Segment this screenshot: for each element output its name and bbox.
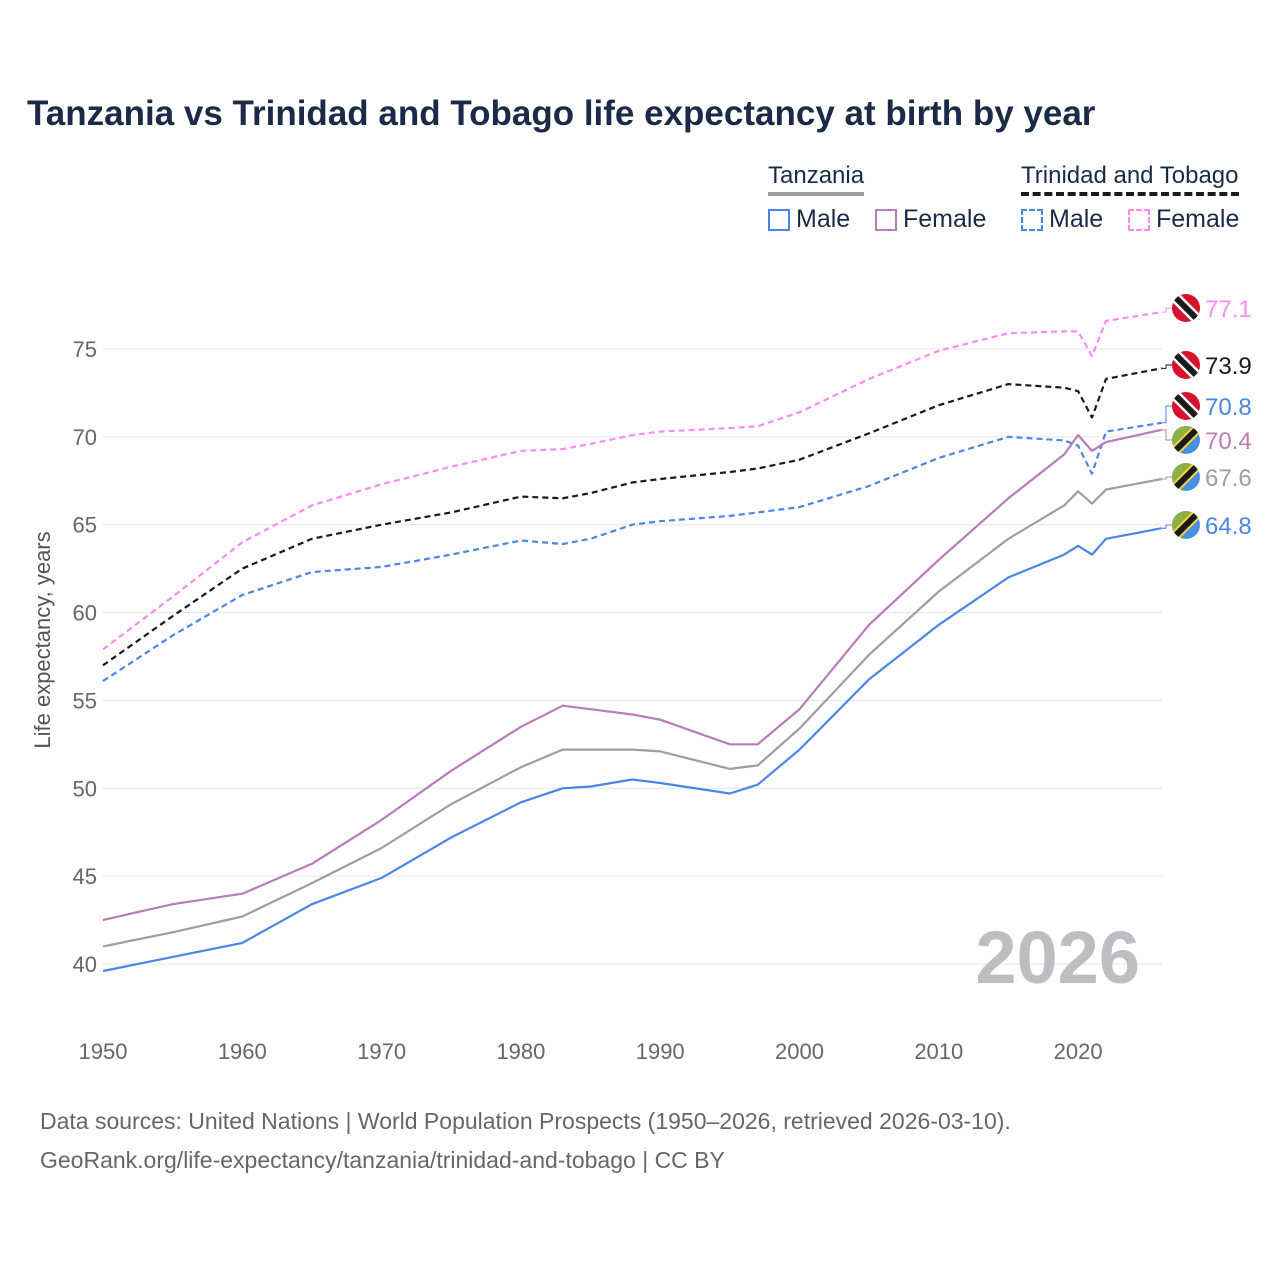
source-line-1: Data sources: United Nations | World Pop… <box>40 1108 1011 1134</box>
trinidad-flag-icon <box>1172 294 1200 322</box>
y-tick-label: 55 <box>73 688 97 713</box>
series-line-trinidad-and-tobago <box>102 367 1162 667</box>
y-tick-label: 45 <box>73 864 97 889</box>
series-line-tanzania <box>102 477 1162 948</box>
y-axis-label: Life expectancy, years <box>30 531 55 748</box>
chart-title: Tanzania vs Trinidad and Tobago life exp… <box>27 94 1096 133</box>
x-tick-label: 1970 <box>357 1039 406 1064</box>
tanzania-flag-icon <box>1172 426 1200 454</box>
label-connector <box>1162 524 1172 529</box>
legend-swatch <box>875 208 897 231</box>
label-connector <box>1162 476 1172 480</box>
y-tick-label: 60 <box>73 601 97 626</box>
end-value-label: 70.4 <box>1205 428 1252 455</box>
label-connector <box>1162 364 1172 369</box>
end-value-label: 70.8 <box>1205 394 1252 421</box>
end-value-label: 77.1 <box>1205 296 1252 323</box>
y-tick-label: 65 <box>73 513 97 538</box>
legend-trinidad-female[interactable]: Female <box>1128 205 1239 234</box>
x-tick-label: 2000 <box>775 1039 824 1064</box>
x-tick-label: 2020 <box>1054 1039 1103 1064</box>
flag-body <box>1172 351 1200 379</box>
flag-body <box>1172 426 1200 454</box>
legend-label: Female <box>903 205 987 233</box>
legend-swatch <box>1021 208 1043 231</box>
y-tick-label: 75 <box>73 337 97 362</box>
flag-body <box>1172 294 1200 322</box>
end-value-label: 64.8 <box>1205 513 1252 540</box>
x-tick-label: 2010 <box>914 1039 963 1064</box>
legend-tanzania-male[interactable]: Male <box>768 205 850 234</box>
x-tick-label: 1960 <box>218 1039 267 1064</box>
x-tick-label: 1950 <box>79 1039 128 1064</box>
source-line-2: GeoRank.org/life-expectancy/tanzania/tri… <box>40 1147 725 1173</box>
flag-body <box>1172 511 1200 539</box>
legend-label: Female <box>1156 205 1240 233</box>
flag-body <box>1172 463 1200 491</box>
year-watermark: 2026 <box>975 916 1140 999</box>
x-tick-label: 1980 <box>496 1039 545 1064</box>
series-line-tanzania-female <box>102 428 1162 922</box>
legend-label: Male <box>796 205 851 233</box>
y-tick-label: 40 <box>73 952 97 977</box>
series-line-tanzania-male <box>102 527 1162 973</box>
end-value-label: 67.6 <box>1205 465 1252 492</box>
flag-body <box>1172 392 1200 420</box>
legend-swatch <box>768 208 790 231</box>
label-connector <box>1162 429 1172 441</box>
label-connector <box>1162 307 1172 313</box>
legend-label: Male <box>1049 205 1104 233</box>
trinidad-flag-icon <box>1172 392 1200 420</box>
tanzania-flag-icon <box>1172 463 1200 491</box>
series-line-trinidad-and-tobago-female <box>102 311 1162 651</box>
y-tick-label: 50 <box>73 776 97 801</box>
legend-tanzania-title: Tanzania <box>768 162 865 196</box>
tanzania-flag-icon <box>1172 511 1200 539</box>
legend-swatch <box>1128 208 1150 231</box>
label-connector <box>1162 405 1172 424</box>
legend-trinidad-male[interactable]: Male <box>1021 205 1103 234</box>
end-value-label: 73.9 <box>1205 353 1252 380</box>
line-chart: 40 45 50 55 60 65 70 75 1950 1960 1970 1980 1990 2000… <box>30 294 1252 1064</box>
legend-tanzania-female[interactable]: Female <box>875 205 986 234</box>
x-tick-label: 1990 <box>636 1039 685 1064</box>
y-tick-label: 70 <box>73 425 97 450</box>
trinidad-flag-icon <box>1172 351 1200 379</box>
legend-trinidad-title: Trinidad and Tobago <box>1021 162 1239 196</box>
series-line-trinidad-and-tobago-male <box>102 421 1162 683</box>
